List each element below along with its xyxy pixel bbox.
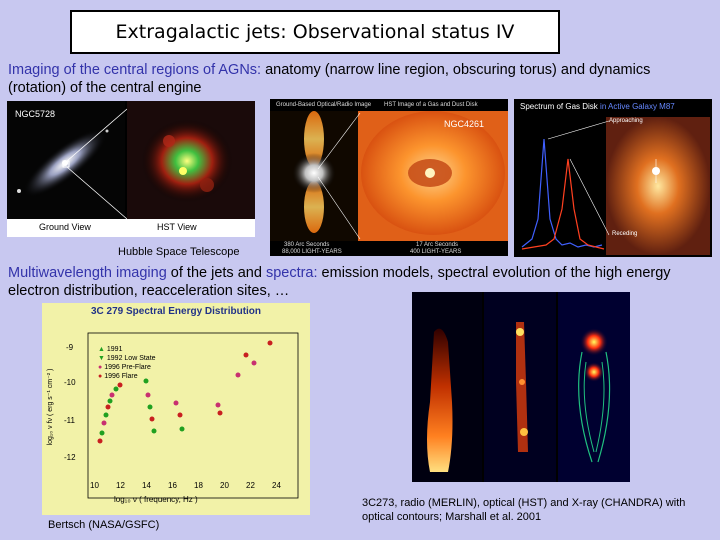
bertsch-caption: Bertsch (NASA/GSFC): [48, 519, 160, 531]
x-tick-7: 22: [246, 481, 255, 490]
x-tick-8: 24: [272, 481, 281, 490]
sed-ylabel: log₁₀ ν fν ( erg s⁻¹ cm⁻² ): [47, 368, 54, 446]
sed-legend-item-2: ▼ 1992 Low State: [98, 355, 156, 362]
ngc4261-left-footer-2: 88,000 LIGHT-YEARS: [282, 249, 342, 255]
x-tick-1: 10: [90, 481, 99, 490]
paragraph-agn-imaging: Imaging of the central regions of AGNs: …: [8, 61, 708, 97]
y-tick-1: -9: [66, 343, 74, 352]
sed-data-points: [97, 340, 273, 444]
sed-xlabel: log₁₀ ν ( frequency, Hz ): [114, 495, 198, 504]
ngc4261-label: NGC4261: [444, 119, 485, 129]
x-tick-3: 14: [142, 481, 151, 490]
sed-legend-item-3: ● 1996 Pre-Flare: [98, 364, 151, 371]
x-tick-5: 18: [194, 481, 203, 490]
jet-3c273-image: [412, 292, 630, 482]
ngc4261-right-header: HST Image of a Gas and Dust Disk: [384, 102, 478, 108]
m87-title-part1: Spectrum of Gas Disk: [520, 102, 598, 111]
m87-receding-label: Receding: [612, 231, 638, 237]
ngc4261-left-footer-1: 380 Arc Seconds: [284, 242, 330, 248]
sed-title: 3C 279 Spectral Energy Distribution: [90, 306, 262, 317]
ngc4261-right-footer-1: 17 Arc Seconds: [416, 242, 459, 248]
sed-legend: ▲ 1991 ▼ 1992 Low State ● 1996 Pre-Flare…: [98, 345, 156, 381]
sed-figure: 3C 279 Spectral Energy Distribution: [42, 303, 310, 515]
y-tick-4: -12: [64, 453, 76, 462]
jet-caption: 3C273, radio (MERLIN), optical (HST) and…: [362, 497, 686, 523]
slide-title: Extragalactic jets: Observational status…: [115, 21, 515, 43]
x-tick-4: 16: [168, 481, 177, 490]
hst-caption: Hubble Space Telescope: [118, 246, 240, 258]
m87-approaching-label: Approaching: [609, 118, 643, 124]
paragraph-text: anatomy (narrow line region, obscuring t…: [8, 62, 651, 96]
y-tick-2: -10: [64, 378, 76, 387]
x-tick-2: 12: [116, 481, 125, 490]
m87-spectrum-panel: Spectrum of Gas Disk in Active Galaxy M8…: [514, 99, 712, 257]
ngc4261-image-panel: Ground-Based Optical/Radio Image HST Ima…: [270, 99, 508, 256]
slide-title-box: Extragalactic jets: Observational status…: [70, 10, 560, 54]
paragraph-multiwavelength: Multiwavelength imaging of the jets and …: [8, 264, 708, 300]
m87-spectrum-image: [521, 117, 710, 255]
ngc4261-image: [270, 111, 508, 241]
sed-legend-item-4: ● 1996 Flare: [98, 373, 138, 380]
jet-3c273-images: [412, 292, 630, 482]
sed-legend-item-1: ▲ 1991: [98, 346, 123, 353]
paragraph-highlight: Imaging of the central regions of AGNs:: [8, 62, 262, 78]
ngc5728-image-panel: NGC5728 Ground View HST View: [7, 101, 255, 237]
m87-title: Spectrum of Gas Disk in Active Galaxy M8…: [520, 102, 675, 111]
ngc5728-label: NGC5728: [15, 109, 56, 119]
paragraph2-highlight-2: spectra:: [265, 265, 318, 281]
paragraph2-rest: emission models, spectral evolution of t…: [8, 265, 671, 299]
ngc4261-right-footer-2: 400 LIGHT-YEARS: [410, 249, 462, 255]
x-tick-6: 20: [220, 481, 229, 490]
y-tick-3: -11: [64, 416, 75, 425]
ngc4261-left-header: Ground-Based Optical/Radio Image: [276, 102, 372, 108]
ground-view-label: Ground View: [39, 222, 91, 232]
sed-plot: [87, 332, 299, 499]
paragraph2-highlight-1: Multiwavelength imaging: [8, 265, 167, 281]
paragraph2-mid: of the jets and: [166, 265, 266, 281]
hst-view-label: HST View: [157, 222, 197, 232]
m87-title-part2: in Active Galaxy M87: [600, 102, 675, 111]
ngc5728-image: [7, 101, 255, 237]
